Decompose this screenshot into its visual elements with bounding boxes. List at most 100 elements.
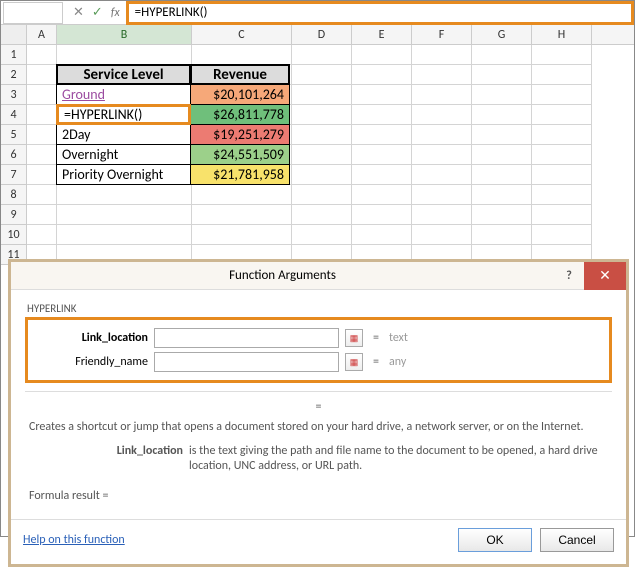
column-header-f[interactable]: F bbox=[412, 25, 472, 44]
row-header[interactable]: 1 bbox=[1, 45, 27, 65]
cell[interactable] bbox=[292, 105, 352, 125]
cell[interactable] bbox=[27, 85, 57, 105]
cell[interactable] bbox=[472, 125, 532, 145]
cell[interactable] bbox=[532, 205, 592, 225]
row-header[interactable]: 6 bbox=[1, 145, 27, 165]
row-header[interactable]: 3 bbox=[1, 85, 27, 105]
cell[interactable] bbox=[472, 145, 532, 165]
column-header-c[interactable]: C bbox=[192, 25, 292, 44]
cell[interactable] bbox=[472, 65, 532, 85]
table-cell-service[interactable]: Priority Overnight bbox=[56, 164, 191, 185]
cell[interactable] bbox=[532, 85, 592, 105]
cell[interactable] bbox=[472, 45, 532, 65]
close-icon[interactable]: ✕ bbox=[584, 262, 626, 290]
cell[interactable] bbox=[57, 205, 192, 225]
cell[interactable] bbox=[27, 165, 57, 185]
row-header[interactable]: 7 bbox=[1, 165, 27, 185]
formula-input[interactable]: =HYPERLINK() bbox=[126, 1, 634, 25]
cell[interactable] bbox=[27, 105, 57, 125]
cell[interactable] bbox=[57, 185, 192, 205]
cell[interactable] bbox=[292, 125, 352, 145]
row-header[interactable]: 10 bbox=[1, 225, 27, 245]
fx-label[interactable]: fx bbox=[111, 6, 126, 20]
row-header[interactable]: 9 bbox=[1, 205, 27, 225]
cell[interactable] bbox=[292, 185, 352, 205]
cell[interactable] bbox=[192, 225, 292, 245]
enter-formula-icon[interactable]: ✓ bbox=[92, 5, 103, 20]
cell[interactable] bbox=[412, 165, 472, 185]
cell[interactable] bbox=[532, 125, 592, 145]
hyperlink-cell[interactable]: Ground bbox=[62, 86, 105, 103]
table-cell-revenue[interactable]: $19,251,279 bbox=[190, 124, 290, 145]
cell[interactable] bbox=[412, 65, 472, 85]
table-cell-service[interactable]: 2Day bbox=[56, 124, 191, 145]
cell[interactable] bbox=[292, 145, 352, 165]
cell[interactable] bbox=[292, 45, 352, 65]
cell[interactable] bbox=[27, 205, 57, 225]
cell[interactable] bbox=[352, 165, 412, 185]
cell[interactable] bbox=[352, 65, 412, 85]
help-link[interactable]: Help on this function bbox=[23, 533, 450, 547]
friendly-name-input[interactable] bbox=[154, 352, 339, 372]
row-header[interactable]: 8 bbox=[1, 185, 27, 205]
cell[interactable] bbox=[192, 185, 292, 205]
dialog-titlebar[interactable]: Function Arguments ? ✕ bbox=[11, 262, 626, 290]
cell[interactable] bbox=[412, 125, 472, 145]
cell[interactable] bbox=[532, 225, 592, 245]
cell[interactable] bbox=[412, 205, 472, 225]
cell[interactable] bbox=[352, 145, 412, 165]
cell[interactable] bbox=[412, 145, 472, 165]
cell[interactable] bbox=[352, 85, 412, 105]
row-header[interactable]: 4 bbox=[1, 105, 27, 125]
row-header[interactable]: 5 bbox=[1, 125, 27, 145]
cell[interactable] bbox=[532, 165, 592, 185]
cell[interactable] bbox=[352, 45, 412, 65]
select-all-corner[interactable] bbox=[1, 25, 27, 44]
range-selector-icon[interactable]: ▦ bbox=[345, 353, 363, 371]
cell[interactable] bbox=[27, 185, 57, 205]
cell[interactable] bbox=[532, 185, 592, 205]
cell[interactable] bbox=[412, 105, 472, 125]
column-header-a[interactable]: A bbox=[27, 25, 57, 44]
cell[interactable] bbox=[292, 65, 352, 85]
table-cell-revenue[interactable]: $20,101,264 bbox=[190, 84, 290, 105]
cell[interactable] bbox=[472, 205, 532, 225]
table-header-revenue[interactable]: Revenue bbox=[190, 64, 290, 85]
table-cell-service[interactable]: Ground bbox=[56, 84, 191, 105]
cell[interactable] bbox=[27, 65, 57, 85]
cancel-formula-icon[interactable]: ✕ bbox=[73, 5, 84, 20]
cell[interactable] bbox=[352, 225, 412, 245]
ok-button[interactable]: OK bbox=[458, 528, 532, 552]
cell[interactable] bbox=[192, 205, 292, 225]
cell[interactable] bbox=[27, 145, 57, 165]
cell[interactable] bbox=[57, 225, 192, 245]
cell[interactable] bbox=[412, 225, 472, 245]
column-header-h[interactable]: H bbox=[532, 25, 592, 44]
cell[interactable] bbox=[27, 225, 57, 245]
cell[interactable] bbox=[27, 45, 57, 65]
table-header-service[interactable]: Service Level bbox=[56, 64, 191, 85]
cell[interactable] bbox=[472, 165, 532, 185]
cell[interactable] bbox=[532, 45, 592, 65]
cell[interactable] bbox=[352, 125, 412, 145]
cell[interactable] bbox=[352, 205, 412, 225]
cell[interactable] bbox=[412, 45, 472, 65]
dialog-help-icon[interactable]: ? bbox=[554, 269, 584, 283]
column-header-b[interactable]: B bbox=[57, 25, 192, 44]
cell[interactable] bbox=[472, 185, 532, 205]
cell[interactable] bbox=[292, 205, 352, 225]
cell[interactable] bbox=[472, 225, 532, 245]
spreadsheet-grid[interactable]: 1234567891011 Service LevelRevenueGround… bbox=[1, 45, 634, 265]
cell[interactable] bbox=[412, 85, 472, 105]
column-header-g[interactable]: G bbox=[472, 25, 532, 44]
cell[interactable] bbox=[292, 85, 352, 105]
link-location-input[interactable] bbox=[154, 328, 339, 348]
cell[interactable] bbox=[27, 125, 57, 145]
cell[interactable] bbox=[532, 145, 592, 165]
cell[interactable] bbox=[532, 105, 592, 125]
cell[interactable] bbox=[472, 105, 532, 125]
cell[interactable] bbox=[292, 225, 352, 245]
cell[interactable] bbox=[292, 165, 352, 185]
table-cell-revenue[interactable]: $26,811,778 bbox=[190, 104, 290, 125]
cell[interactable] bbox=[352, 185, 412, 205]
